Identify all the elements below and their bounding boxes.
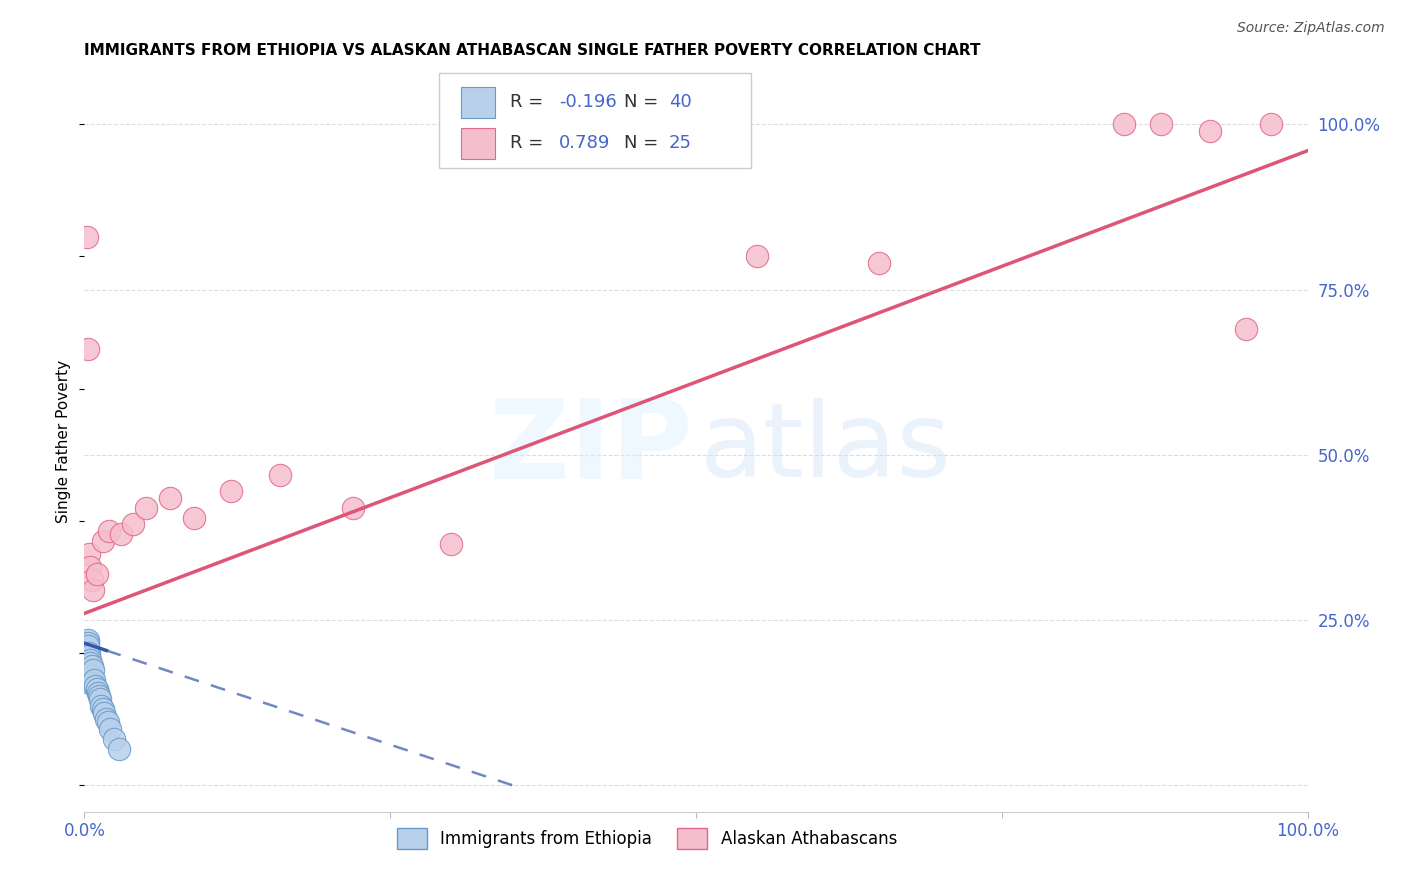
Point [75, 646, 97, 660]
Point [82, 675, 104, 690]
Point [869, 256, 891, 270]
FancyBboxPatch shape [461, 87, 495, 118]
Point [77, 632, 100, 647]
Point [1236, 322, 1258, 336]
Point [76, 636, 98, 650]
Point [87, 686, 110, 700]
Point [75, 659, 97, 673]
Text: ZIP: ZIP [489, 395, 692, 502]
FancyBboxPatch shape [439, 73, 751, 168]
Text: 0.789: 0.789 [560, 134, 610, 153]
Point [87, 689, 110, 703]
Point [82, 583, 104, 598]
Point [97, 715, 120, 730]
Point [76, 642, 98, 657]
Point [110, 527, 132, 541]
Point [90, 698, 112, 713]
Point [76, 665, 98, 680]
Point [75, 656, 97, 670]
Point [86, 566, 108, 581]
Text: Source: ZipAtlas.com: Source: ZipAtlas.com [1237, 21, 1385, 35]
Point [77, 342, 100, 356]
Point [1150, 117, 1173, 131]
Point [219, 484, 242, 499]
Legend: Immigrants from Ethiopia, Alaskan Athabascans: Immigrants from Ethiopia, Alaskan Athaba… [391, 822, 904, 855]
Point [77, 640, 100, 654]
Point [80, 669, 103, 683]
Point [75, 663, 97, 677]
Point [75, 653, 97, 667]
FancyBboxPatch shape [461, 128, 495, 159]
Point [107, 742, 129, 756]
Point [77, 649, 100, 664]
Point [103, 731, 125, 746]
Point [79, 560, 101, 574]
Point [96, 712, 118, 726]
Point [122, 517, 145, 532]
Text: atlas: atlas [700, 399, 952, 500]
Point [75, 649, 97, 664]
Point [77, 636, 100, 650]
Point [440, 537, 463, 551]
Point [79, 675, 101, 690]
Y-axis label: Single Father Poverty: Single Father Poverty [56, 360, 72, 523]
Point [76, 649, 98, 664]
Point [342, 500, 364, 515]
Point [269, 467, 291, 482]
Point [135, 500, 157, 515]
Point [98, 722, 121, 736]
Point [159, 491, 181, 505]
Point [93, 706, 115, 720]
Point [83, 673, 105, 687]
Point [77, 665, 100, 680]
Point [1114, 117, 1136, 131]
Point [76, 229, 98, 244]
Point [79, 656, 101, 670]
Point [91, 533, 114, 548]
Text: N =: N = [624, 94, 664, 112]
Point [79, 653, 101, 667]
Point [77, 669, 100, 683]
Point [80, 574, 103, 588]
Point [77, 547, 100, 561]
Point [1198, 124, 1220, 138]
Point [76, 640, 98, 654]
Point [80, 659, 103, 673]
Point [91, 702, 114, 716]
Point [89, 692, 111, 706]
Text: IMMIGRANTS FROM ETHIOPIA VS ALASKAN ATHABASCAN SINGLE FATHER POVERTY CORRELATION: IMMIGRANTS FROM ETHIOPIA VS ALASKAN ATHA… [84, 43, 981, 58]
Point [747, 250, 769, 264]
Point [84, 679, 107, 693]
Text: 25: 25 [669, 134, 692, 153]
Point [97, 524, 120, 538]
Point [183, 510, 205, 524]
Point [76, 646, 98, 660]
Point [82, 663, 104, 677]
Text: R =: R = [510, 134, 548, 153]
Text: R =: R = [510, 94, 548, 112]
Point [86, 682, 108, 697]
Point [1260, 117, 1282, 131]
Text: N =: N = [624, 134, 664, 153]
Point [77, 646, 100, 660]
Text: 40: 40 [669, 94, 692, 112]
Text: -0.196: -0.196 [560, 94, 617, 112]
